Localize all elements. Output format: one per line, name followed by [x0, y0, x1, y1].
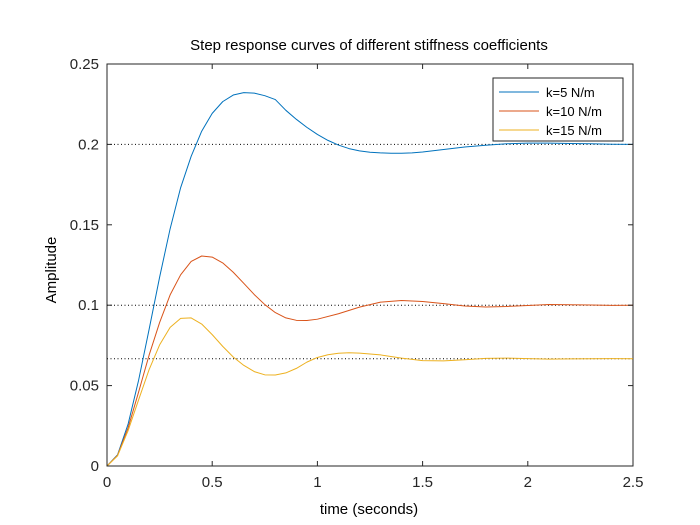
x-tick-label: 1	[313, 474, 321, 491]
y-tick-label: 0.15	[70, 217, 99, 234]
x-axis-tick-labels: 0 0.5 1 1.5 2 2.5	[103, 474, 644, 491]
chart-title: Step response curves of different stiffn…	[190, 37, 548, 54]
x-tick-label: 0.5	[202, 474, 223, 491]
series-line-3	[106, 317, 634, 467]
x-tick-label: 0	[103, 474, 111, 491]
y-tick-label: 0	[91, 458, 99, 475]
series-lines	[106, 92, 634, 467]
legend: k=5 N/m k=10 N/m k=15 N/m	[492, 77, 624, 142]
x-tick-label: 2	[524, 474, 532, 491]
y-axis-tick-labels: 0 0.05 0.1 0.15 0.2 0.25	[70, 56, 99, 475]
legend-label-3: k=15 N/m	[546, 123, 602, 138]
series-line-2	[106, 255, 634, 467]
legend-label-1: k=5 N/m	[546, 85, 595, 100]
y-tick-label: 0.1	[78, 297, 99, 314]
legend-label-2: k=10 N/m	[546, 104, 602, 119]
y-tick-label: 0.25	[70, 56, 99, 73]
x-tick-label: 2.5	[623, 474, 644, 491]
y-tick-label: 0.2	[78, 136, 99, 153]
axis-ticks	[106, 63, 634, 467]
y-axis-label: Amplitude	[43, 237, 60, 304]
x-tick-label: 1.5	[412, 474, 433, 491]
y-tick-label: 0.05	[70, 378, 99, 395]
x-axis-label: time (seconds)	[320, 501, 418, 518]
series-line-1	[106, 92, 634, 467]
